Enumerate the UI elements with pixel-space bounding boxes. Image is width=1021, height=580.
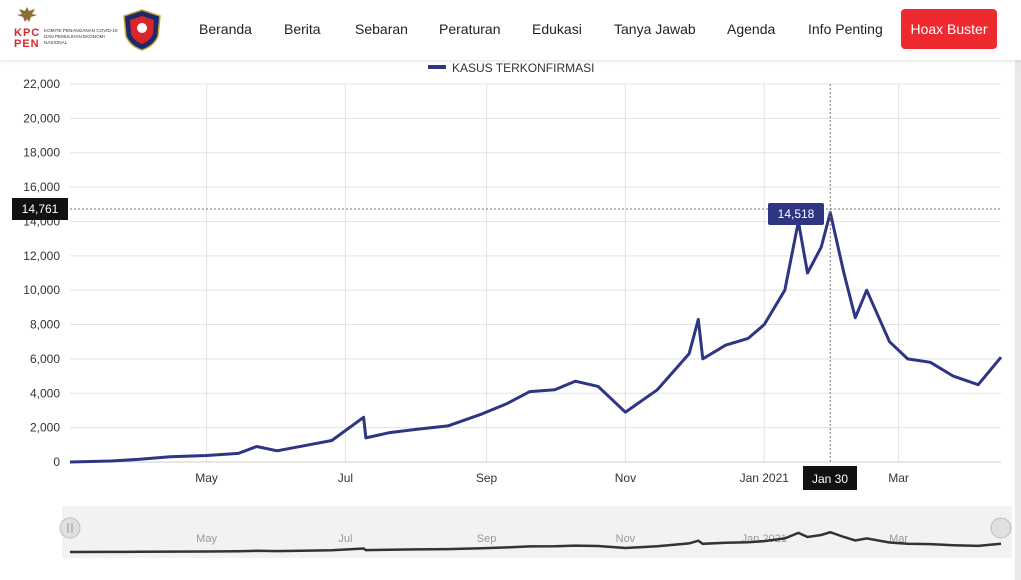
x-tick-label: Nov	[615, 471, 636, 485]
crosshair-x-label-box	[803, 466, 857, 490]
y-tick-label: 20,000	[23, 111, 60, 125]
x-tick-label: Jul	[338, 471, 353, 485]
y-tick-label: 16,000	[23, 180, 60, 194]
nav-peraturan[interactable]: Peraturan	[439, 21, 501, 37]
navigator-series	[69, 530, 1002, 554]
crosshair-y-label-text: 14,761	[22, 202, 59, 216]
navigator-tick-label: Nov	[616, 533, 636, 545]
navigator-tick-label: May	[196, 533, 217, 545]
crosshair	[70, 84, 1001, 462]
kpc-pen-wordmark: KPC PEN	[14, 27, 41, 50]
confirmed-cases-series[interactable]	[69, 211, 1003, 464]
legend-label: KASUS TERKONFIRMASI	[452, 61, 594, 75]
page-scrollbar[interactable]	[1015, 60, 1021, 580]
legend-swatch	[428, 65, 446, 69]
y-tick-label: 8,000	[30, 318, 60, 332]
tooltip-value: 14,518	[778, 207, 815, 221]
crosshair-y-label-box	[12, 198, 68, 220]
navigator[interactable]: May Jul Sep Nov Jan 2021 Mar	[59, 506, 1012, 558]
kpc-pen-subtitle: KOMITE PENANGANAN COVID-19 DAN PEMULIHAN…	[44, 28, 118, 45]
nav-beranda[interactable]: Beranda	[199, 21, 252, 37]
navigator-right-handle[interactable]	[990, 517, 1012, 539]
x-tick-label: Sep	[476, 471, 498, 485]
navigator-background	[62, 506, 1012, 558]
crosshair-y-label: 14,761	[12, 198, 68, 220]
hoax-buster-button[interactable]: Hoax Buster	[901, 9, 997, 49]
horizontal-gridlines	[70, 83, 1001, 429]
chart-legend[interactable]: KASUS TERKONFIRMASI	[428, 61, 594, 75]
x-tick-label: Jan 2021	[740, 471, 790, 485]
tooltip: 14,518	[768, 203, 824, 225]
navigator-tick-label: Jul	[338, 533, 352, 545]
y-tick-label: 0	[53, 455, 60, 469]
vertical-gridlines	[206, 84, 900, 462]
navigator-tick-label: Sep	[477, 533, 497, 545]
nav-berita[interactable]: Berita	[284, 21, 321, 37]
garuda-emblem-icon	[17, 7, 37, 22]
y-axis-tick-labels: 02,0004,0006,0008,00010,00012,00014,0001…	[23, 77, 60, 469]
y-tick-label: 10,000	[23, 283, 60, 297]
x-tick-label: Mar	[888, 471, 909, 485]
confirmed-cases-line	[69, 211, 1003, 464]
crosshair-x-label: Jan 30	[803, 466, 857, 490]
y-tick-label: 12,000	[23, 249, 60, 263]
kpc-pen-logo[interactable]: KPC PEN KOMITE PENANGANAN COVID-19 DAN PE…	[10, 6, 118, 52]
crosshair-x-label-text: Jan 30	[812, 472, 848, 486]
covid-task-force-shield-icon[interactable]	[120, 8, 164, 52]
y-tick-label: 18,000	[23, 146, 60, 160]
y-tick-label: 4,000	[30, 386, 60, 400]
y-tick-label: 6,000	[30, 352, 60, 366]
y-tick-label: 22,000	[23, 77, 60, 91]
nav-agenda[interactable]: Agenda	[727, 21, 776, 37]
nav-tanya-jawab[interactable]: Tanya Jawab	[614, 21, 696, 37]
navigator-left-handle[interactable]	[59, 517, 81, 539]
nav-info-penting[interactable]: Info Penting	[808, 21, 883, 37]
x-axis-tick-labels: May Jul Sep Nov Jan 2021 Mar	[195, 471, 909, 485]
tooltip-box	[768, 203, 824, 225]
nav-sebaran[interactable]: Sebaran	[355, 21, 408, 37]
navigator-line	[69, 530, 1002, 554]
nav-edukasi[interactable]: Edukasi	[532, 21, 582, 37]
y-tick-label: 2,000	[30, 421, 60, 435]
x-tick-label: May	[195, 471, 218, 485]
top-navigation-bar: KPC PEN KOMITE PENANGANAN COVID-19 DAN PE…	[0, 0, 1021, 60]
